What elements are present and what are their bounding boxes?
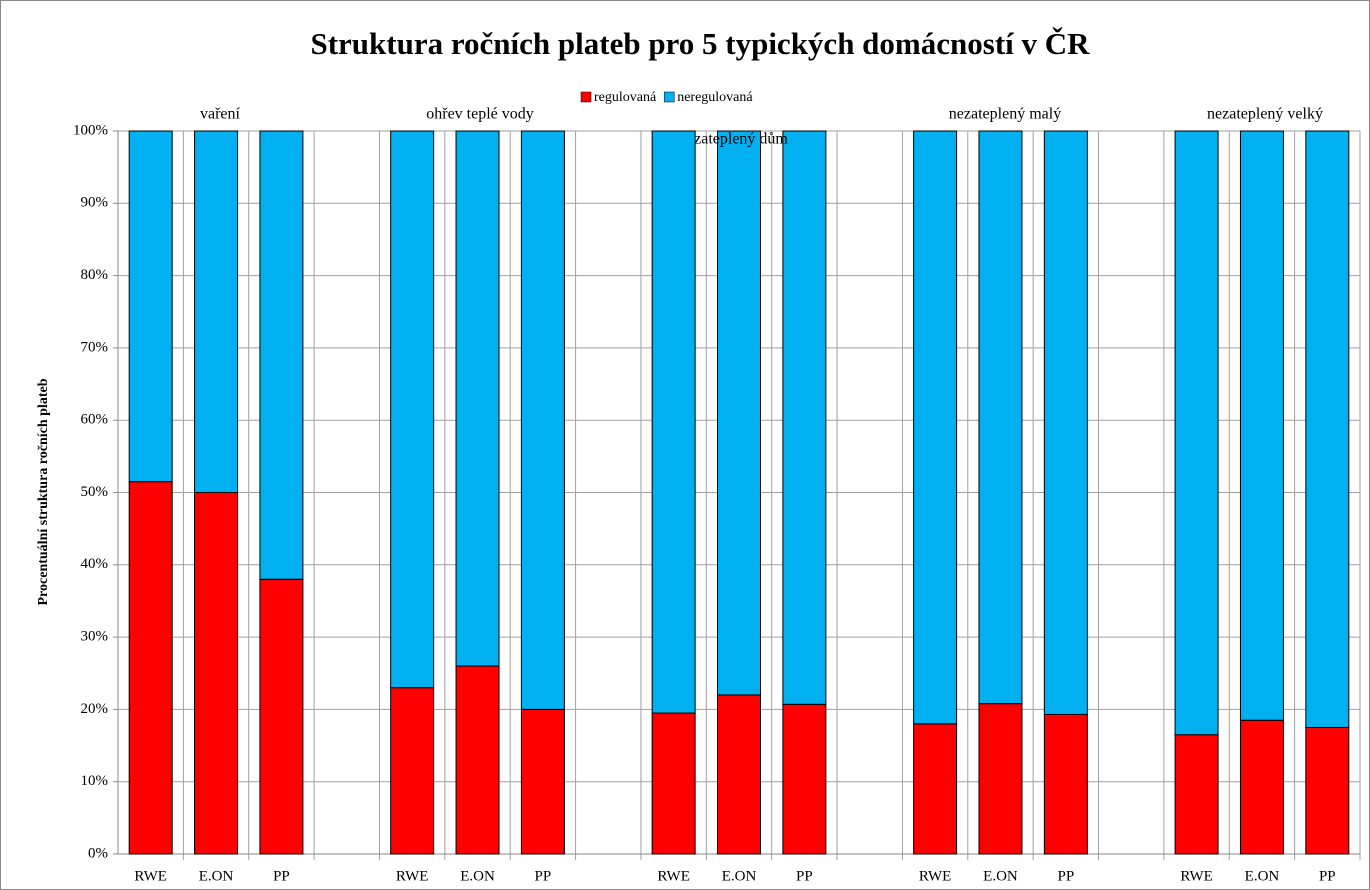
- bar-segment: [913, 130, 958, 725]
- y-tick-label: 20%: [81, 701, 109, 717]
- bar-segment: [1239, 130, 1284, 721]
- bar-segment: [1239, 719, 1284, 855]
- group-label: vaření: [200, 106, 241, 123]
- y-tick-label: 60%: [81, 412, 109, 428]
- y-tick-label: 100%: [73, 122, 108, 138]
- x-tick-label: E.ON: [460, 868, 495, 884]
- legend-label: regulovaná: [594, 90, 657, 105]
- bar-segment: [651, 712, 696, 855]
- bar-segment: [913, 723, 958, 855]
- chart-title: Struktura ročních plateb pro 5 typických…: [310, 26, 1090, 61]
- y-tick-label: 50%: [81, 484, 109, 500]
- x-tick-label: RWE: [919, 868, 952, 884]
- bar-segment: [259, 130, 304, 580]
- bar-segment: [128, 481, 173, 855]
- bar-segment: [782, 130, 827, 705]
- legend-swatch: [580, 91, 592, 103]
- y-tick-label: 40%: [81, 556, 109, 572]
- legend-label: neregulovaná: [677, 90, 753, 105]
- bar-segment: [520, 130, 565, 710]
- x-tick-label: E.ON: [983, 868, 1018, 884]
- bar-segment: [717, 694, 761, 855]
- bar-segment: [259, 578, 304, 855]
- group-label: nezateplený velký: [1207, 106, 1323, 123]
- bar-segment: [978, 130, 1023, 705]
- bar-segment: [1174, 734, 1219, 855]
- x-tick-label: RWE: [396, 868, 429, 884]
- y-tick-label: 70%: [81, 339, 109, 355]
- bar-segment: [1174, 130, 1219, 736]
- bar-segment: [651, 130, 696, 714]
- bar-segment: [194, 130, 239, 493]
- group-label: zateplený dům: [694, 131, 788, 148]
- bar-segment: [782, 703, 827, 855]
- bar-segment: [128, 130, 173, 483]
- x-tick-label: PP: [796, 868, 813, 884]
- bar-segment: [978, 703, 1023, 855]
- x-tick-label: E.ON: [199, 868, 234, 884]
- bar-segment: [1043, 130, 1088, 715]
- bar-segment: [390, 687, 435, 855]
- x-tick-label: E.ON: [1245, 868, 1280, 884]
- x-tick-label: PP: [535, 868, 552, 884]
- bar-segment: [1305, 726, 1350, 855]
- legend-swatch: [663, 91, 675, 103]
- bar-segment: [194, 492, 239, 855]
- x-tick-label: RWE: [657, 868, 690, 884]
- y-tick-label: 30%: [81, 629, 109, 645]
- x-tick-label: E.ON: [722, 868, 757, 884]
- bar-segment: [455, 130, 500, 667]
- y-tick-label: 80%: [81, 267, 109, 283]
- x-tick-label: PP: [1057, 868, 1074, 884]
- y-tick-label: 90%: [81, 195, 109, 211]
- x-tick-label: RWE: [134, 868, 167, 884]
- y-tick-label: 10%: [81, 773, 109, 789]
- bar-segment: [455, 665, 500, 855]
- bar-segment: [1305, 130, 1350, 728]
- bar-segment: [1043, 713, 1088, 855]
- x-tick-label: PP: [273, 868, 290, 884]
- x-tick-label: PP: [1319, 868, 1336, 884]
- bar-segment: [717, 130, 761, 696]
- x-tick-label: RWE: [1180, 868, 1213, 884]
- bar-segment: [390, 130, 435, 689]
- group-label: nezateplený malý: [949, 106, 1061, 123]
- group-label: ohřev teplé vody: [426, 106, 534, 123]
- y-axis-label: Procentuální struktura ročních plateb: [36, 378, 51, 605]
- bar-segment: [520, 708, 565, 855]
- y-tick-label: 0%: [88, 845, 108, 861]
